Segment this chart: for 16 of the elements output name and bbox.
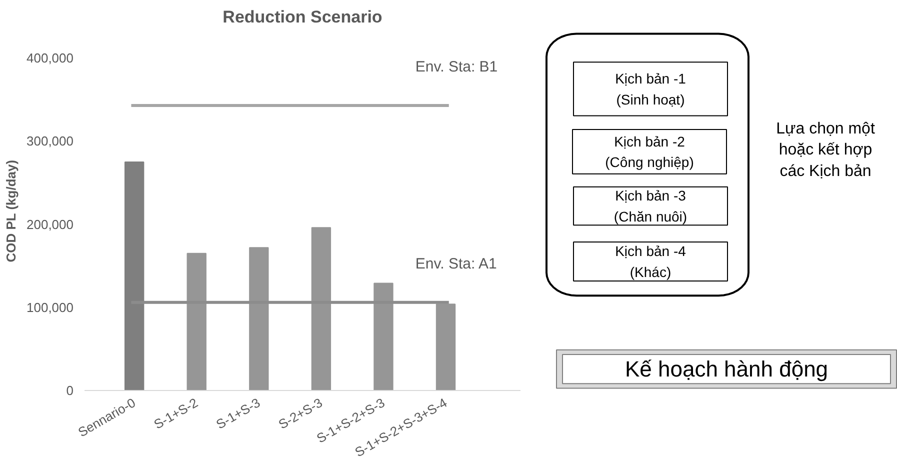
y-tick-label: 100,000 bbox=[26, 300, 74, 315]
y-tick-label: 300,000 bbox=[26, 134, 74, 149]
text: Kịch bản -4 (Khác) bbox=[615, 243, 686, 280]
ref-line-label: Env. Sta: B1 bbox=[415, 58, 498, 76]
y-axis-title: COD PL (kg/day) bbox=[4, 160, 19, 262]
y-tick-label: 200,000 bbox=[26, 216, 74, 232]
chart-title: Reduction Scenario bbox=[222, 8, 382, 26]
text: Kịch bản -2 (Công nghiệp) bbox=[605, 133, 694, 170]
y-tick-label: 400,000 bbox=[26, 50, 74, 66]
text: Kịch bản -1 (Sinh hoạt) bbox=[615, 70, 686, 108]
y-tick-label: 0 bbox=[66, 383, 74, 398]
text: Kịch bản -3 (Chăn nuôi) bbox=[614, 188, 688, 224]
ref-line-label: Env. Sta: A1 bbox=[415, 255, 497, 272]
bar bbox=[124, 161, 144, 390]
text: Lựa chọn một hoặc kết hợp các Kịch bản bbox=[776, 120, 876, 180]
text: Kế hoạch hành động bbox=[624, 356, 828, 382]
